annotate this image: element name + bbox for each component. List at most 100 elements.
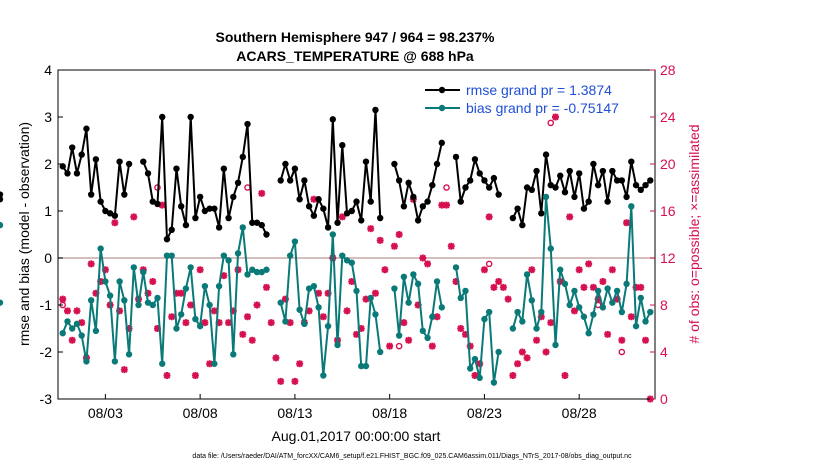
obs-assimilated-marker bbox=[149, 278, 157, 285]
rmse-point bbox=[495, 191, 502, 198]
legend-rmse-label: rmse grand pr = 1.3874 bbox=[466, 82, 612, 98]
bias-point bbox=[604, 285, 611, 292]
chart-title-line2: ACARS_TEMPERATURE @ 688 hPa bbox=[236, 48, 474, 64]
rmse-point bbox=[253, 219, 261, 226]
rmse-point bbox=[481, 177, 488, 184]
bias-point bbox=[116, 278, 123, 285]
bias-point bbox=[220, 252, 228, 259]
bias-point bbox=[339, 252, 346, 259]
bias-point bbox=[277, 299, 284, 306]
obs-assimilated-marker bbox=[87, 260, 95, 268]
right-tick-label: 8 bbox=[660, 297, 668, 313]
obs-assimilated-marker bbox=[542, 348, 550, 356]
rmse-point bbox=[211, 205, 218, 212]
bias-point bbox=[509, 325, 517, 332]
rmse-point bbox=[433, 160, 441, 168]
obs-assimilated-marker bbox=[405, 336, 413, 344]
bias-point bbox=[462, 287, 469, 295]
rmse-point bbox=[490, 174, 498, 182]
rmse-point bbox=[476, 170, 483, 177]
rmse-point bbox=[414, 217, 422, 224]
obs-assimilated-marker bbox=[68, 336, 76, 344]
right-tick-label: 16 bbox=[660, 203, 676, 219]
bias-point bbox=[353, 287, 360, 295]
right-tick-label: 12 bbox=[660, 250, 676, 266]
right-tick-label: 0 bbox=[660, 391, 668, 407]
rmse-point bbox=[286, 177, 294, 184]
obs-possible-marker bbox=[443, 184, 450, 191]
obs-assimilated-marker bbox=[580, 283, 588, 291]
obs-possible-marker bbox=[547, 119, 555, 127]
bias-point bbox=[69, 325, 76, 332]
rmse-point bbox=[457, 198, 464, 205]
bias-point bbox=[594, 287, 602, 295]
rmse-point bbox=[358, 217, 365, 224]
obs-assimilated-marker bbox=[177, 289, 185, 297]
bias-point bbox=[159, 360, 166, 367]
bias-point bbox=[249, 266, 256, 273]
rmse-point bbox=[400, 203, 408, 210]
obs-possible-marker bbox=[618, 348, 626, 356]
obs-assimilated-marker bbox=[570, 307, 578, 315]
left-tick-label: 1 bbox=[44, 203, 52, 219]
rmse-point bbox=[485, 184, 493, 191]
bias-point bbox=[130, 264, 138, 271]
bias-point bbox=[367, 294, 374, 302]
bias-point bbox=[642, 318, 649, 325]
rmse-point bbox=[405, 179, 412, 186]
rmse-point bbox=[121, 191, 128, 198]
x-tick-label: 08/23 bbox=[467, 405, 502, 421]
data-file-footer: data file: /Users/raeder/DAI/ATM_forcXX/… bbox=[192, 453, 632, 460]
bias-point bbox=[244, 271, 251, 278]
bias-point bbox=[225, 257, 232, 264]
bias-point bbox=[623, 280, 630, 288]
rmse-point bbox=[173, 165, 180, 172]
bias-point bbox=[135, 301, 142, 309]
bias-point bbox=[0, 221, 4, 229]
bias-point bbox=[125, 351, 133, 358]
rmse-point bbox=[296, 196, 303, 203]
bias-point bbox=[168, 252, 175, 259]
rmse-point bbox=[234, 179, 242, 186]
obs-assimilated-marker bbox=[319, 313, 327, 321]
rmse-point bbox=[547, 181, 554, 189]
left-axis-ticks: -3 -2 -1 0 1 2 3 4 bbox=[40, 62, 63, 407]
rmse-point bbox=[348, 207, 355, 215]
rmse-point bbox=[329, 116, 337, 123]
obs-assimilated-marker bbox=[367, 225, 375, 233]
bias-point bbox=[140, 268, 147, 276]
rmse-point bbox=[353, 198, 360, 205]
bias-point bbox=[429, 313, 436, 320]
obs-assimilated-marker bbox=[490, 283, 498, 291]
rmse-point bbox=[324, 224, 332, 231]
rmse-point bbox=[315, 196, 322, 203]
bias-point bbox=[585, 330, 592, 337]
rmse-point bbox=[519, 221, 526, 229]
rmse-point bbox=[239, 153, 246, 161]
legend-bias-marker bbox=[438, 104, 446, 112]
bias-point bbox=[253, 268, 261, 276]
rmse-point bbox=[59, 163, 66, 170]
obs-assimilated-marker bbox=[73, 307, 81, 315]
bias-point bbox=[414, 280, 422, 288]
bias-point bbox=[485, 308, 493, 316]
obs-assimilated-marker bbox=[618, 336, 626, 344]
rmse-point bbox=[632, 181, 640, 189]
obs-assimilated-marker bbox=[130, 213, 138, 221]
rmse-point bbox=[575, 170, 583, 177]
legend: rmse grand pr = 1.3874 bias grand pr = -… bbox=[425, 82, 619, 116]
bias-point bbox=[92, 327, 100, 335]
obs-assimilated-marker bbox=[258, 189, 266, 197]
obs-assimilated-marker bbox=[267, 319, 275, 327]
rmse-point bbox=[618, 177, 626, 184]
left-tick-label: -3 bbox=[40, 391, 53, 407]
rmse-point bbox=[140, 158, 147, 165]
bias-point bbox=[424, 334, 431, 342]
rmse-point bbox=[206, 205, 213, 212]
bias-point bbox=[230, 351, 237, 358]
rmse-point bbox=[201, 207, 209, 215]
rmse-point bbox=[291, 165, 299, 172]
rmse-point bbox=[571, 193, 578, 201]
rmse-point bbox=[419, 203, 427, 210]
obs-assimilated-marker bbox=[623, 219, 631, 227]
